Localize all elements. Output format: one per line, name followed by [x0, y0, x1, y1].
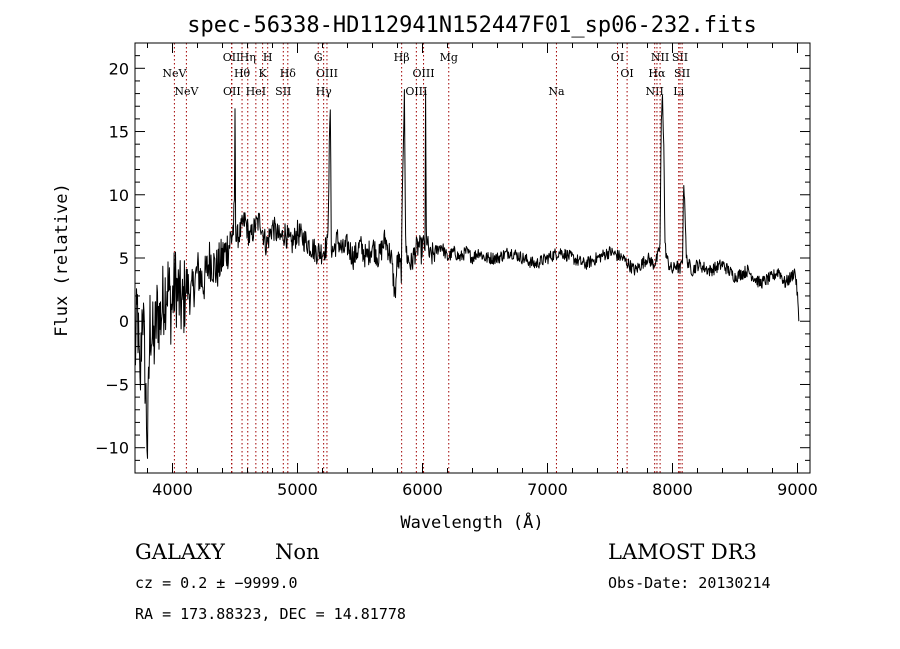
spectrum-line	[134, 89, 800, 459]
x-tick-label: 8000	[652, 480, 693, 499]
y-tick-label: 0	[119, 312, 129, 331]
x-tick-label: 4000	[152, 480, 193, 499]
x-tick-label: 7000	[527, 480, 568, 499]
redshift-text: cz = 0.2 ± −9999.0	[135, 574, 298, 592]
observation-date: Obs-Date: 20130214	[608, 574, 771, 592]
line-label: Hδ	[280, 67, 297, 80]
line-label: NeV	[174, 85, 199, 98]
line-label: SII	[672, 51, 688, 64]
line-label: OIII	[413, 67, 435, 80]
line-label: Hθ	[234, 67, 251, 80]
line-label: K	[258, 67, 267, 80]
line-label: OII	[223, 85, 241, 98]
x-tick-label: 5000	[277, 480, 318, 499]
line-label: Na	[548, 85, 565, 98]
line-label: OI	[611, 51, 624, 64]
y-axis-label: Flux (relative)	[52, 183, 72, 337]
line-label: OIII	[405, 85, 427, 98]
y-tick-label: 20	[109, 59, 129, 78]
line-label: NeV	[162, 67, 187, 80]
y-tick-label: 5	[119, 249, 129, 268]
y-tick-label: −5	[105, 375, 129, 394]
line-label: SII	[674, 67, 690, 80]
object-class: GALAXY	[135, 540, 226, 564]
chart-title: spec-56338-HD112941N152447F01_sp06-232.f…	[187, 13, 757, 38]
line-label: G	[314, 51, 323, 64]
y-tick-label: 10	[109, 186, 129, 205]
line-label: H	[263, 51, 273, 64]
object-subclass: Non	[275, 540, 320, 564]
coordinates-text: RA = 173.88323, DEC = 14.81778	[135, 605, 406, 623]
line-label: NII	[646, 85, 664, 98]
axis-ticks: 4000 5000 6000 7000 8000 9000 −10 −5 0 5 10 15 20	[95, 43, 818, 499]
line-label: SII	[275, 85, 291, 98]
line-label: Hβ	[394, 51, 410, 64]
line-label: Hα	[648, 67, 666, 80]
x-axis-label: Wavelength (Å)	[400, 511, 543, 533]
y-tick-label: 15	[109, 123, 129, 142]
x-tick-label: 9000	[777, 480, 818, 499]
y-tick-label: −10	[95, 439, 129, 458]
line-label: Hγ	[316, 85, 333, 98]
line-label: NII	[651, 51, 669, 64]
x-tick-label: 6000	[402, 480, 443, 499]
survey-name: LAMOST DR3	[608, 540, 757, 564]
line-label: Mg	[440, 51, 458, 64]
line-label: OIII	[316, 67, 338, 80]
line-label: Hη	[240, 51, 256, 64]
spectrum-series	[134, 89, 800, 459]
line-label: Li	[673, 85, 684, 98]
line-label: HeI	[246, 85, 266, 98]
line-label: OI	[620, 67, 633, 80]
line-label: OII	[223, 51, 241, 64]
